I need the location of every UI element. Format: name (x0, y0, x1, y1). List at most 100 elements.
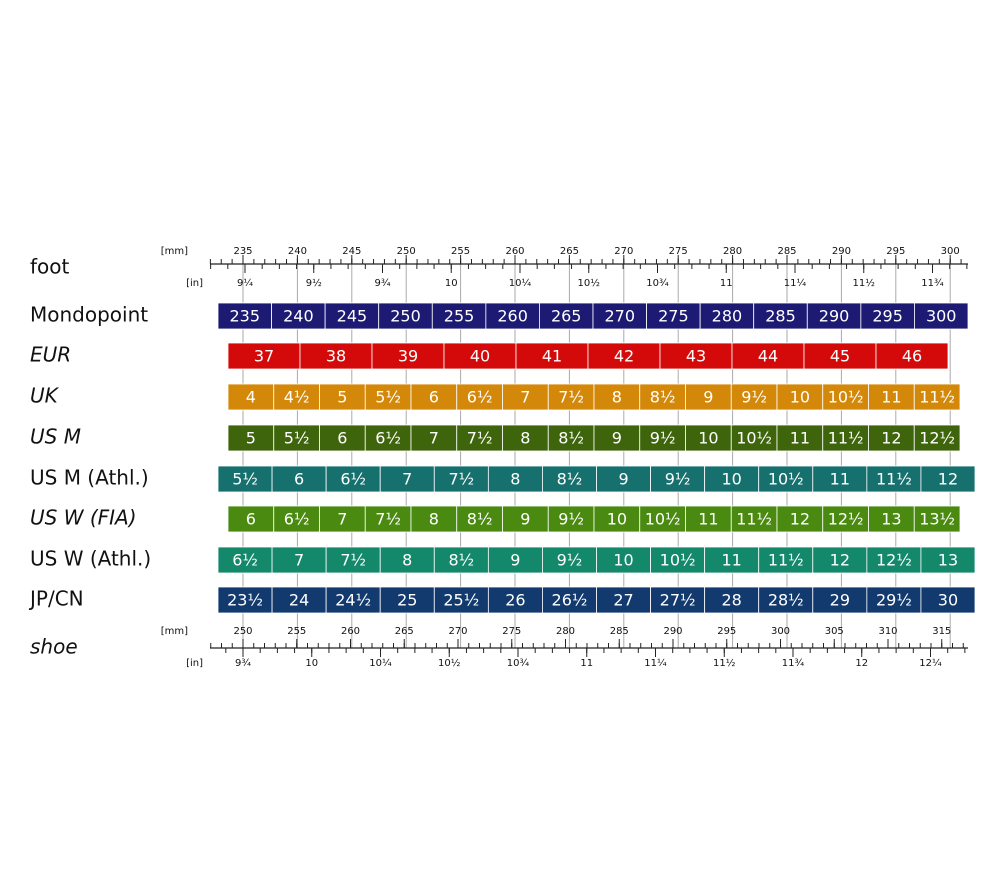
cell-text: 8 (612, 388, 622, 407)
cell-text: 11 (881, 388, 901, 407)
cell-text: 10 (721, 470, 741, 489)
size-cell (596, 465, 651, 493)
in-tick-label: 10¾ (646, 278, 669, 289)
mm-tick-label: 285 (610, 626, 629, 637)
cell-text: 9 (703, 388, 713, 407)
size-cell (433, 465, 489, 493)
cell-text: 28 (721, 591, 741, 610)
size-cell (659, 342, 733, 370)
in-tick-label: 11½ (853, 277, 876, 289)
cell-text: 39 (398, 347, 418, 366)
cell-text: 8½ (448, 551, 474, 570)
size-cell (410, 424, 458, 452)
mm-tick-label: 240 (288, 246, 307, 257)
cell-text: 27 (613, 591, 633, 610)
cell-text: 11 (830, 470, 850, 489)
cell-text: 275 (658, 307, 689, 326)
in-tick-label: 11¼ (784, 277, 807, 289)
size-cell (271, 465, 327, 493)
cell-text: 10 (698, 429, 718, 448)
mm-tick-label: 305 (825, 626, 844, 637)
mm-tick-label: 275 (502, 626, 521, 637)
cell-text: 46 (902, 347, 922, 366)
size-cell (227, 505, 275, 533)
size-cell (699, 302, 755, 330)
cell-text: 7½ (375, 510, 401, 529)
mm-tick-label: 250 (397, 246, 416, 257)
size-cell (803, 342, 877, 370)
cell-text: 270 (605, 307, 636, 326)
cell-text: 5 (337, 388, 347, 407)
size-cell (325, 546, 381, 574)
mm-tick-label: 300 (941, 246, 960, 257)
cell-text: 28½ (768, 591, 804, 610)
size-cell (364, 505, 412, 533)
size-cell (913, 424, 961, 452)
in-tick-label: 10½ (578, 277, 601, 289)
cell-text: 10½ (768, 470, 804, 489)
in-tick-label: 11 (580, 658, 593, 669)
in-tick-label: 10¾ (507, 658, 530, 669)
cell-text: 240 (283, 307, 314, 326)
cell-text: 255 (444, 307, 475, 326)
cell-text: 13 (938, 551, 958, 570)
size-cell (758, 465, 814, 493)
size-cell (227, 342, 301, 370)
cell-text: 5½ (375, 388, 401, 407)
size-cell (868, 383, 915, 411)
size-cell (456, 424, 503, 452)
size-cell (410, 383, 458, 411)
in-tick-label: 9½ (306, 277, 322, 289)
size-cell (319, 424, 366, 452)
cell-text: 8 (510, 470, 520, 489)
cell-text: 13½ (919, 510, 955, 529)
mm-tick-label: 255 (451, 246, 470, 257)
size-cell (299, 342, 373, 370)
size-cell (227, 383, 275, 411)
mm-unit: [mm] (161, 626, 188, 637)
mm-tick-label: 280 (556, 626, 575, 637)
cell-text: 7 (520, 388, 530, 407)
mm-tick-label: 260 (505, 246, 524, 257)
size-cell (502, 505, 549, 533)
size-cell (920, 465, 976, 493)
cell-text: 25 (397, 591, 417, 610)
in-tick-label: 12¼ (919, 657, 942, 669)
size-cell (431, 302, 487, 330)
cell-text: 11 (790, 429, 810, 448)
size-cell (217, 586, 273, 614)
size-cell (868, 505, 915, 533)
size-cell (542, 546, 597, 574)
cell-text: 13 (881, 510, 901, 529)
cell-text: 9½ (558, 510, 584, 529)
cell-text: 6½ (467, 388, 493, 407)
in-tick-label: 10 (305, 658, 318, 669)
cell-text: 8 (429, 510, 439, 529)
size-cell (806, 302, 862, 330)
in-tick-label: 10½ (438, 657, 461, 669)
cell-text: 8½ (650, 388, 676, 407)
cell-text: 6 (337, 429, 347, 448)
in-tick-label: 11 (720, 278, 733, 289)
size-cell (547, 424, 595, 452)
size-cell (730, 505, 778, 533)
mm-tick-label: 235 (233, 246, 252, 257)
cell-text: 12 (938, 470, 958, 489)
cell-text: 43 (686, 347, 706, 366)
cell-text: 245 (337, 307, 368, 326)
mm-tick-label: 295 (886, 246, 905, 257)
size-cell (593, 505, 641, 533)
size-cell (822, 505, 869, 533)
cell-text: 9 (618, 470, 628, 489)
row-label: US W (FIA) (30, 506, 137, 530)
cell-text: 30 (938, 591, 958, 610)
cell-text: 6 (294, 470, 304, 489)
in-tick-label: 10¼ (509, 277, 532, 289)
size-cell (758, 546, 814, 574)
mm-tick-label: 295 (717, 626, 736, 637)
cell-text: 12½ (919, 429, 955, 448)
cell-text: 265 (551, 307, 582, 326)
size-cell (379, 546, 435, 574)
size-cell (271, 546, 327, 574)
